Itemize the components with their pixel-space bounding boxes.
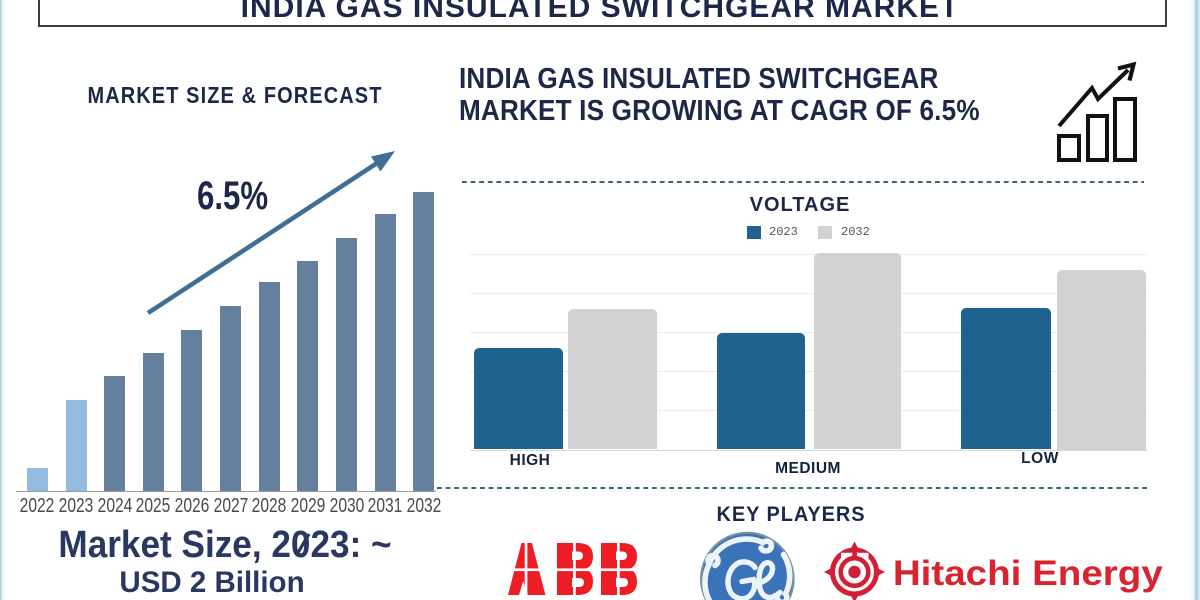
svg-text:Hitachi Energy: Hitachi Energy [893, 554, 1164, 593]
